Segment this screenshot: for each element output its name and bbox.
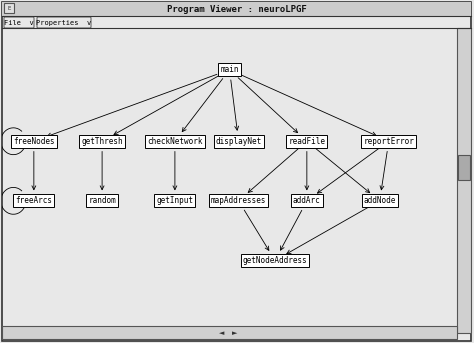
Text: getNodeAddress: getNodeAddress <box>243 256 307 265</box>
Text: freeNodes: freeNodes <box>13 137 55 146</box>
Text: reportError: reportError <box>363 137 414 146</box>
Text: Properties  v: Properties v <box>36 20 91 26</box>
Text: getThresh: getThresh <box>81 137 123 146</box>
Text: E: E <box>7 6 11 11</box>
Bar <box>2 326 457 339</box>
FancyBboxPatch shape <box>4 17 34 28</box>
Bar <box>2 2 471 16</box>
Text: ◄: ◄ <box>219 330 225 336</box>
Text: addArc: addArc <box>293 196 321 205</box>
Text: random: random <box>88 196 116 205</box>
Text: freeArcs: freeArcs <box>15 196 52 205</box>
Text: displayNet: displayNet <box>216 137 262 146</box>
Text: readFile: readFile <box>288 137 325 146</box>
Text: mapAddresses: mapAddresses <box>211 196 266 205</box>
Text: ►: ► <box>232 330 237 336</box>
Text: Program Viewer : neuroLPGF: Program Viewer : neuroLPGF <box>167 5 307 14</box>
Text: addNode: addNode <box>364 196 396 205</box>
Text: checkNetwork: checkNetwork <box>147 137 203 146</box>
Text: main: main <box>220 65 239 74</box>
FancyBboxPatch shape <box>37 17 91 28</box>
Text: getInput: getInput <box>156 196 193 205</box>
Bar <box>4 3 14 13</box>
Text: File  v: File v <box>4 20 34 26</box>
Bar <box>457 28 471 333</box>
Bar <box>458 155 470 180</box>
